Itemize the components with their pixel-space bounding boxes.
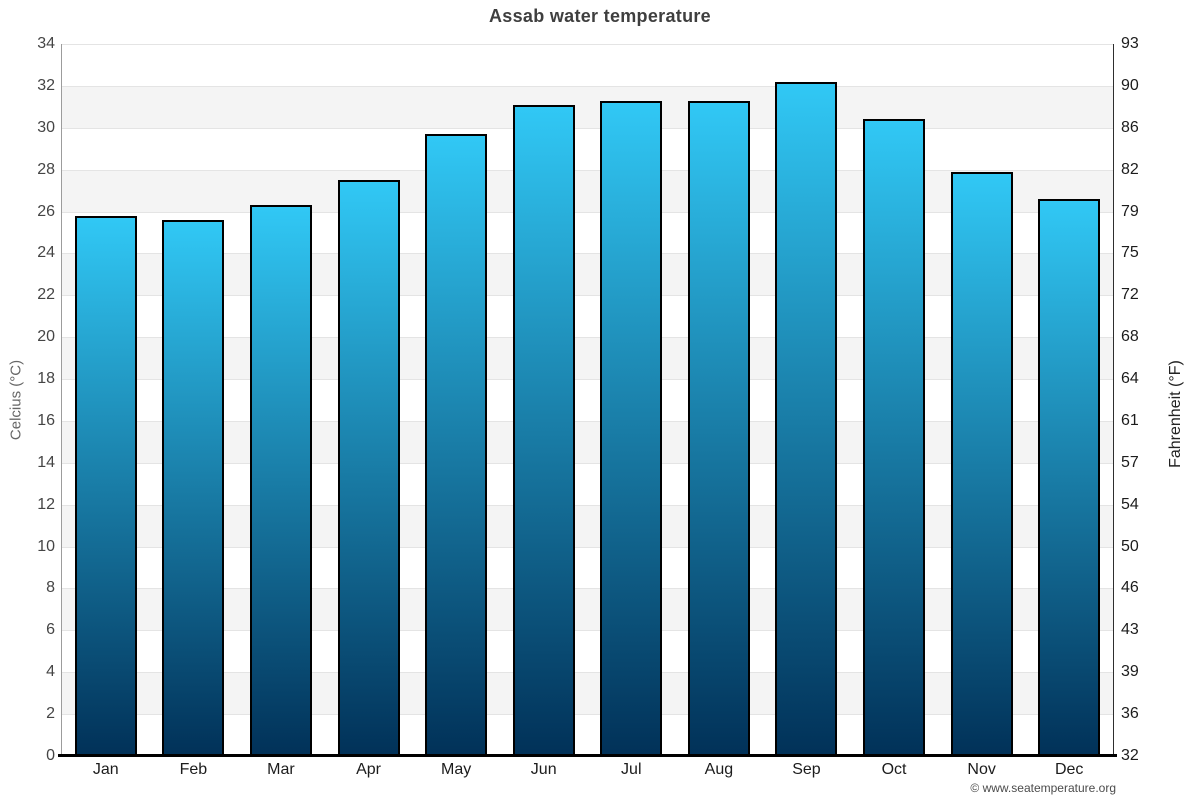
month-label-aug: Aug <box>704 761 734 778</box>
celsius-tick-label: 26 <box>37 202 55 220</box>
grid-band-dark <box>62 337 1113 380</box>
fahrenheit-tick-label: 50 <box>1121 537 1139 555</box>
grid-band-light <box>62 630 1113 673</box>
fahrenheit-tick-label: 39 <box>1121 663 1139 681</box>
plot-area <box>62 44 1113 756</box>
watermark-link[interactable]: © www.seatemperature.org <box>970 781 1116 795</box>
x-axis-line <box>58 754 1117 757</box>
grid-band-dark <box>62 588 1113 631</box>
celsius-tick-label: 24 <box>37 244 55 262</box>
temperature-bar-oct[interactable] <box>863 119 926 756</box>
fahrenheit-tick-label: 82 <box>1121 160 1139 178</box>
celsius-tick-label: 12 <box>37 495 55 513</box>
fahrenheit-tick-label: 86 <box>1121 118 1139 136</box>
fahrenheit-tick-label: 36 <box>1121 705 1139 723</box>
fahrenheit-tick-label: 61 <box>1121 411 1139 429</box>
grid-band-light <box>62 295 1113 338</box>
fahrenheit-tick-label: 68 <box>1121 328 1139 346</box>
celsius-tick-label: 0 <box>46 747 55 764</box>
celsius-tick-label: 10 <box>37 537 55 555</box>
grid-band-light <box>62 127 1113 170</box>
temperature-bar-apr[interactable] <box>337 180 400 756</box>
month-label-feb: Feb <box>179 761 208 778</box>
temperature-bar-jan[interactable] <box>74 215 137 756</box>
fahrenheit-tick-label: 79 <box>1121 202 1139 220</box>
fahrenheit-tick-label: 32 <box>1121 747 1139 764</box>
celsius-tick-label: 6 <box>46 621 55 639</box>
temperature-bar-feb[interactable] <box>162 219 225 756</box>
month-label-jul: Jul <box>621 761 642 778</box>
grid-band-light <box>62 462 1113 505</box>
temperature-bar-dec[interactable] <box>1038 198 1101 756</box>
grid-band-light <box>62 44 1113 86</box>
celsius-tick-label: 20 <box>37 328 55 346</box>
celsius-tick-label: 16 <box>37 411 55 429</box>
fahrenheit-tick-label: 64 <box>1121 370 1139 388</box>
celsius-tick-label: 4 <box>46 663 55 681</box>
fahrenheit-tick-label: 46 <box>1121 579 1139 597</box>
temperature-bar-mar[interactable] <box>249 205 312 756</box>
fahrenheit-tick-label: 72 <box>1121 286 1139 304</box>
month-label-mar: Mar <box>267 761 295 778</box>
celsius-tick-label: 32 <box>37 76 55 94</box>
celsius-tick-label: 22 <box>37 286 55 304</box>
month-label-sep: Sep <box>792 761 821 778</box>
month-label-oct: Oct <box>881 761 907 778</box>
fahrenheit-tick-label: 57 <box>1121 453 1139 471</box>
celsius-tick-label: 18 <box>37 370 55 388</box>
grid-band-dark <box>62 504 1113 547</box>
fahrenheit-tick-label: 75 <box>1121 244 1139 262</box>
temperature-bar-sep[interactable] <box>775 81 838 756</box>
month-label-may: May <box>441 761 472 778</box>
month-label-jan: Jan <box>92 761 119 778</box>
grid-band-dark <box>62 420 1113 463</box>
chart-title: Assab water temperature <box>489 6 711 26</box>
celsius-tick-label: 28 <box>37 160 55 178</box>
grid-band-light <box>62 546 1113 589</box>
grid-band-light <box>62 379 1113 421</box>
fahrenheit-tick-label: 93 <box>1121 35 1139 52</box>
fahrenheit-tick-label: 54 <box>1121 495 1139 513</box>
right-axis-line <box>1113 44 1114 756</box>
celsius-tick-label: 34 <box>37 35 55 52</box>
month-label-nov: Nov <box>967 761 996 778</box>
temperature-bar-nov[interactable] <box>950 171 1013 756</box>
grid-band-dark <box>62 85 1113 128</box>
month-label-apr: Apr <box>356 761 381 778</box>
celsius-tick-label: 2 <box>46 705 55 723</box>
grid-band-dark <box>62 169 1113 212</box>
celsius-tick-label: 30 <box>37 118 55 136</box>
fahrenheit-tick-label: 90 <box>1121 76 1139 94</box>
month-label-jun: Jun <box>530 761 557 778</box>
grid-band-light <box>62 211 1113 254</box>
left-axis-line <box>61 44 62 756</box>
grid-band-light <box>62 714 1113 756</box>
month-label-dec: Dec <box>1054 761 1084 778</box>
fahrenheit-tick-label: 43 <box>1121 621 1139 639</box>
celsius-tick-label: 14 <box>37 453 55 471</box>
temperature-bar-may[interactable] <box>425 134 488 756</box>
temperature-bar-jun[interactable] <box>512 104 575 756</box>
temperature-bar-jul[interactable] <box>600 100 663 756</box>
fahrenheit-axis-title: Fahrenheit (°F) <box>1167 360 1184 468</box>
grid-band-dark <box>62 672 1113 715</box>
temperature-bar-aug[interactable] <box>687 100 750 756</box>
celsius-tick-label: 8 <box>46 579 55 597</box>
grid-band-dark <box>62 253 1113 296</box>
